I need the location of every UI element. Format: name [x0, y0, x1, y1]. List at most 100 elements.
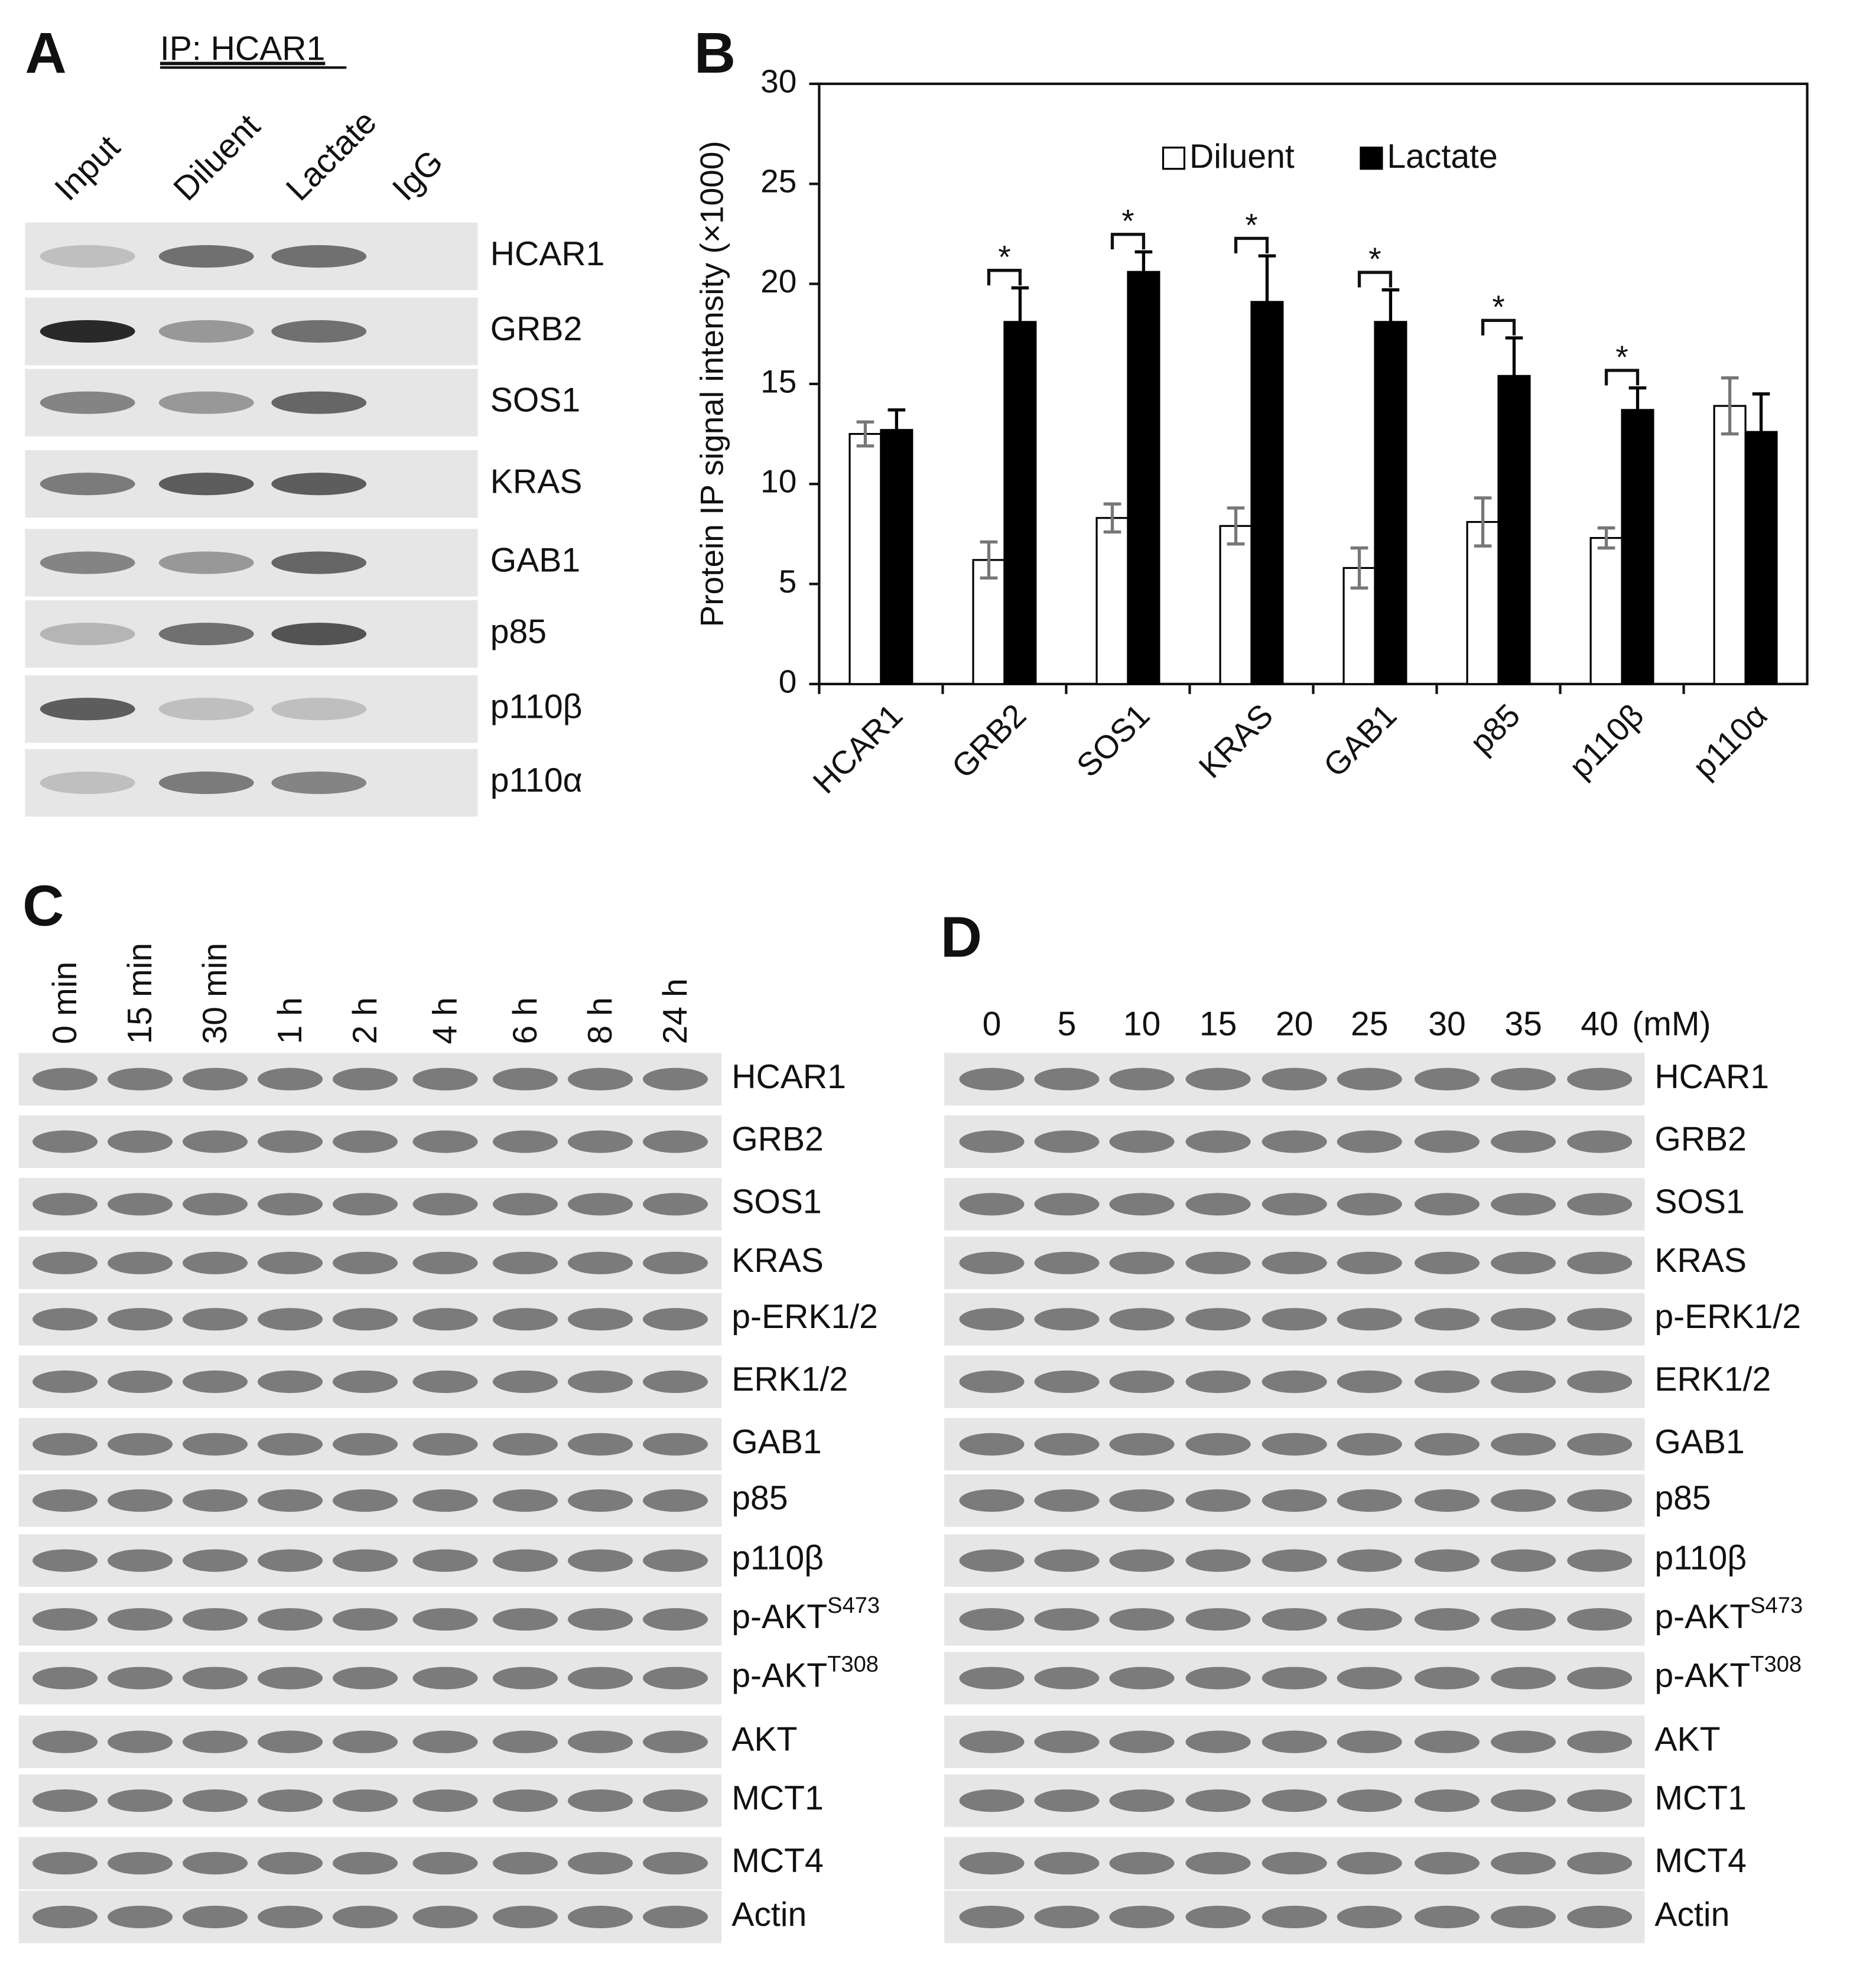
- blot-band: [1491, 1251, 1556, 1274]
- blot-band: [183, 1370, 248, 1394]
- blot-band: [412, 1489, 478, 1512]
- y-tick-label: 0: [779, 663, 797, 699]
- blot-band: [1337, 1433, 1402, 1456]
- blot-band: [642, 1905, 708, 1928]
- blot-band: [258, 1549, 323, 1572]
- lane-label: 35: [1504, 1005, 1542, 1043]
- significance-label: *: [1121, 202, 1134, 239]
- blot-band: [567, 1789, 633, 1812]
- blot-band: [1261, 1433, 1327, 1456]
- row-label: HCAR1: [731, 1058, 846, 1096]
- blot-band: [1034, 1433, 1100, 1456]
- row-label: p85: [731, 1479, 788, 1517]
- blot-band: [567, 1068, 633, 1091]
- blot-band: [1337, 1549, 1402, 1572]
- blot-band: [32, 1608, 98, 1631]
- blot-band: [492, 1489, 558, 1512]
- error-bar: [1134, 250, 1153, 294]
- row-label: p-ERK1/2: [731, 1298, 878, 1336]
- blot-band: [1414, 1905, 1480, 1928]
- blot-band: [32, 1370, 98, 1394]
- blot-band: [1414, 1608, 1480, 1631]
- blot-band: [1414, 1308, 1480, 1331]
- blot-band: [271, 320, 367, 343]
- blot-band: [1185, 1370, 1251, 1394]
- blot-band: [1185, 1608, 1251, 1631]
- blot-band: [567, 1251, 633, 1274]
- row-label: p110β: [490, 688, 583, 725]
- blot-band: [333, 1130, 398, 1153]
- blot-band: [412, 1608, 478, 1631]
- blot-band: [492, 1370, 558, 1394]
- blot-band: [32, 1549, 98, 1572]
- blot-band: [1109, 1905, 1175, 1928]
- blot-band: [1034, 1308, 1100, 1331]
- blot-band: [108, 1489, 173, 1512]
- y-axis-label: Protein IP signal intensity (×1000): [693, 141, 730, 627]
- lane-label: 20: [1276, 1005, 1313, 1043]
- blot-band: [108, 1068, 173, 1091]
- blot-band: [258, 1789, 323, 1812]
- blot-band: [492, 1193, 558, 1216]
- blot-band: [183, 1730, 248, 1753]
- blot-band: [32, 1789, 98, 1812]
- lane-label: 5: [1058, 1005, 1077, 1043]
- x-tick-label: HCAR1: [806, 697, 910, 800]
- blot-band: [642, 1667, 708, 1690]
- blot-band: [1567, 1130, 1633, 1153]
- blot-band: [271, 698, 367, 721]
- blot-band: [258, 1851, 323, 1874]
- lane-label: 25: [1351, 1005, 1389, 1043]
- row-label: ERK1/2: [1654, 1361, 1771, 1398]
- blot-band: [1491, 1851, 1556, 1874]
- error-bar: [1227, 506, 1245, 546]
- bar: [1713, 405, 1747, 685]
- blot-band: [412, 1730, 478, 1753]
- blot-band: [32, 1730, 98, 1753]
- row-label-sup: T308: [827, 1652, 879, 1677]
- blot-band: [1261, 1549, 1327, 1572]
- blot-band: [258, 1667, 323, 1690]
- blot-band: [1337, 1730, 1402, 1753]
- blot-band: [567, 1308, 633, 1331]
- blot-band: [1491, 1068, 1556, 1091]
- blot-band: [1414, 1370, 1480, 1394]
- blot-band: [642, 1789, 708, 1812]
- lane-label: 15: [1199, 1005, 1237, 1043]
- blot-band: [1337, 1851, 1402, 1874]
- blot-band: [492, 1130, 558, 1153]
- row-label: GAB1: [731, 1423, 821, 1461]
- error-bar: [980, 540, 998, 580]
- lane-label: 15 min: [121, 943, 159, 1044]
- blot-band: [258, 1068, 323, 1091]
- blot-band: [642, 1549, 708, 1572]
- blot-band: [40, 391, 135, 414]
- blot-band: [108, 1370, 173, 1394]
- x-tick-label: SOS1: [1069, 697, 1157, 784]
- row-label: Actin: [731, 1896, 807, 1934]
- blot-band: [1261, 1370, 1327, 1394]
- blot-band: [1567, 1308, 1633, 1331]
- blot-band: [1414, 1789, 1480, 1812]
- blot-band: [567, 1549, 633, 1572]
- blot-band: [158, 473, 254, 496]
- blot-band: [1567, 1193, 1633, 1216]
- blot-band: [1567, 1370, 1633, 1394]
- blot-band: [1567, 1851, 1633, 1874]
- row-label: p85: [1654, 1479, 1711, 1517]
- blot-band: [567, 1851, 633, 1874]
- blot-band: [412, 1549, 478, 1572]
- error-bar: [887, 408, 906, 452]
- blot-band: [1261, 1068, 1327, 1091]
- blot-band: [258, 1308, 323, 1331]
- row-label: ERK1/2: [731, 1361, 848, 1398]
- blot-band: [1414, 1851, 1480, 1874]
- blot-band: [1034, 1905, 1100, 1928]
- blot-band: [959, 1667, 1025, 1690]
- error-bar: [1505, 336, 1523, 416]
- blot-band: [258, 1730, 323, 1753]
- blot-band: [1185, 1489, 1251, 1512]
- error-bar: [1350, 546, 1368, 590]
- lane-label: 10: [1123, 1005, 1161, 1043]
